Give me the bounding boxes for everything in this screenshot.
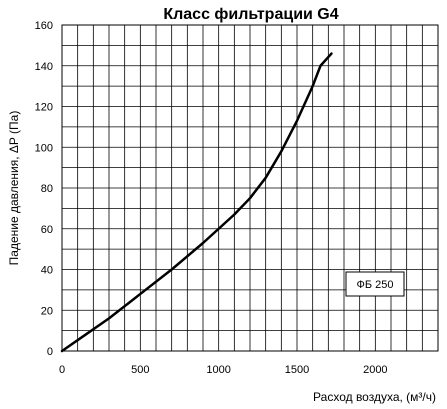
grid	[62, 25, 438, 351]
series-line-fb-250	[60, 52, 333, 353]
x-axis-title: Расход воздуха, (м³/ч)	[313, 390, 436, 404]
y-tick-label: 0	[47, 346, 53, 358]
legend-label: ФБ 250	[357, 279, 394, 291]
y-tick-label: 60	[41, 224, 53, 236]
x-tick-label: 1500	[285, 364, 309, 376]
y-axis-title: Падение давления, ΔP (Па)	[7, 111, 21, 266]
x-tick-label: 500	[131, 364, 149, 376]
y-tick-label: 140	[35, 61, 53, 73]
y-tick-label: 120	[35, 102, 53, 114]
x-tick-label: 2000	[363, 364, 387, 376]
y-tick-label: 20	[41, 305, 53, 317]
x-tick-label: 1000	[206, 364, 230, 376]
chart-title: Класс фильтрации G4	[163, 6, 338, 23]
y-tick-label: 80	[41, 183, 53, 195]
tick-labels: 0 500 1000 1500 2000 0 20 40 60 80 100 120 140 160	[35, 20, 388, 376]
legend-box	[345, 271, 405, 297]
y-tick-label: 40	[41, 265, 53, 277]
plot-frame	[61, 24, 439, 352]
x-tick-label: 0	[59, 364, 65, 376]
y-tick-label: 160	[35, 20, 53, 32]
legend: ФБ 250	[345, 271, 405, 297]
y-tick-label: 100	[35, 142, 53, 154]
